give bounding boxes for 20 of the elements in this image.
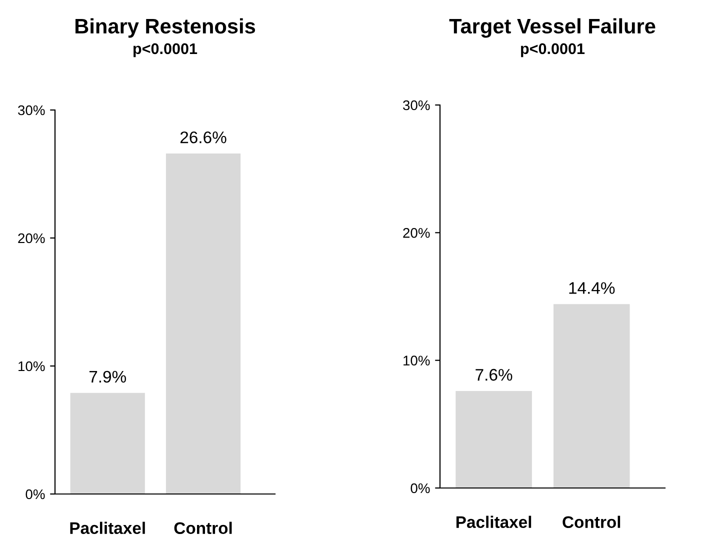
x-tick-label: Control (562, 516, 620, 528)
y-tick-label: 0% (410, 483, 430, 494)
data-label: 14.4% (569, 282, 615, 294)
chart-subtitle: p<0.0001 (521, 43, 585, 58)
chart-title: Target Vessel Failure (449, 18, 656, 38)
y-tick-label: 20% (18, 233, 45, 244)
chart-subtitle: p<0.0001 (134, 43, 198, 58)
y-tick-label: 30% (18, 105, 45, 116)
x-tick-label: Paclitaxel (70, 522, 145, 534)
chart-title: Binary Restenosis (76, 18, 256, 38)
x-tick-label: Control (174, 522, 232, 534)
data-label: 26.6% (180, 131, 226, 144)
y-tick-label: 30% (403, 100, 430, 110)
data-label: 7.6% (476, 368, 512, 381)
y-tick-label: 10% (404, 356, 430, 366)
x-tick-label: Paclitaxel (456, 516, 532, 528)
y-tick-label: 0% (26, 489, 45, 500)
y-tick-label: 20% (403, 228, 430, 238)
data-label: 7.9% (89, 370, 126, 383)
y-tick-label: 10% (18, 361, 45, 372)
